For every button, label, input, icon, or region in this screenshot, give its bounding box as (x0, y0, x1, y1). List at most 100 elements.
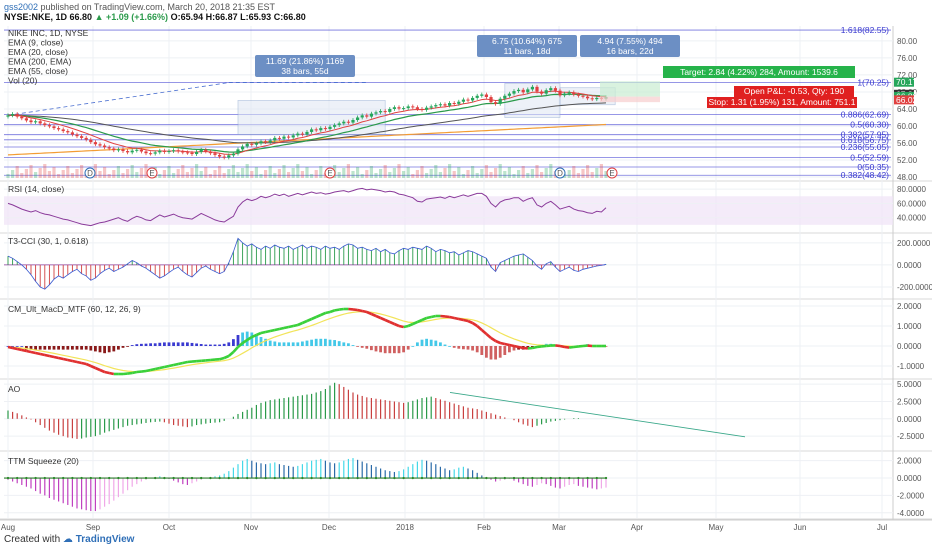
ttm-squeeze-dot (568, 476, 571, 480)
macd-line-segment (398, 324, 404, 329)
macd-line-segment (476, 325, 483, 331)
volume-bar (162, 170, 166, 178)
macd-histogram-bar (282, 342, 286, 346)
candle-body (29, 120, 33, 123)
candle-body (342, 121, 346, 124)
macd-line-segment (16, 347, 23, 352)
ttm-squeeze-dot (411, 476, 414, 480)
volume-bar (337, 172, 341, 178)
tradingview-brand[interactable]: TradingView (75, 534, 135, 545)
volume-bar (282, 165, 286, 178)
macd-line-segment (85, 362, 92, 368)
volume-bar (259, 174, 263, 178)
event-marker-label: E (149, 169, 154, 178)
volume-bar (126, 169, 130, 178)
macd-histogram-bar (448, 346, 451, 347)
candle-body (130, 150, 134, 153)
x-tick-label: May (708, 523, 723, 532)
candle-body (199, 149, 203, 152)
ttm-squeeze-dot (62, 476, 65, 480)
volume-bar (172, 173, 176, 178)
macd-histogram-bar (218, 344, 221, 346)
candle-body (379, 111, 383, 113)
volume-bar (75, 169, 79, 178)
volume-bar (176, 169, 180, 178)
candle-body (567, 92, 571, 94)
candle-body (11, 114, 15, 116)
macd-histogram-bar (434, 340, 438, 346)
tradingview-logo-icon[interactable]: ☁ (62, 534, 73, 545)
target-zone (600, 81, 660, 97)
ttm-squeeze-dot (25, 476, 28, 480)
volume-bar (586, 165, 590, 178)
ttm-squeeze-dot (328, 476, 332, 480)
candle-body (461, 99, 465, 102)
volume-bar (190, 168, 194, 178)
macd-histogram-bar (489, 346, 493, 360)
macd-histogram-bar (475, 346, 479, 353)
ttm-squeeze-dot (117, 476, 120, 480)
volume-bar (139, 168, 143, 178)
macd-line-segment (412, 320, 418, 326)
ttm-squeeze-dot (144, 476, 148, 480)
volume-bar (457, 167, 461, 178)
macd-line-segment (513, 344, 519, 349)
volume-bar (480, 169, 484, 178)
macd-histogram-bar (43, 346, 47, 350)
volume-bar (231, 165, 235, 178)
macd-line-segment (265, 329, 271, 334)
macd-line-segment (329, 309, 336, 314)
macd-histogram-bar (29, 346, 33, 350)
macd-histogram-bar (209, 344, 212, 346)
osc-axis-label: 0.0000 (897, 415, 922, 424)
high-value: H:66.87 (205, 12, 238, 22)
volume-bar (360, 174, 364, 178)
volume-bar (43, 164, 47, 178)
macd-histogram-bar (135, 344, 139, 346)
macd-histogram-bar (365, 346, 369, 349)
macd-pane-label: CM_Ult_MacD_MTF (60, 12, 26, 9) (8, 304, 141, 314)
price-legend-item: NIKE INC, 1D, NYSE (8, 28, 89, 38)
price-tag (894, 95, 914, 105)
ttm-squeeze-dot (181, 476, 184, 480)
macd-line-segment (536, 345, 542, 349)
candle-body (535, 86, 539, 92)
macd-line-segment (99, 368, 106, 374)
macd-histogram-bar (397, 346, 401, 354)
ema-200-line (7, 123, 607, 156)
volume-bar (517, 170, 521, 178)
volume-bar (604, 171, 608, 178)
candle-body (448, 103, 452, 106)
macd-histogram-bar (204, 344, 208, 346)
candle-body (52, 126, 56, 129)
macd-histogram-bar (163, 342, 166, 346)
volume-bar (521, 166, 525, 178)
macd-histogram-bar (66, 346, 70, 350)
volume-bar (507, 167, 511, 178)
macd-histogram-bar (255, 335, 258, 346)
macd-line-segment (288, 324, 294, 329)
candle-body (586, 96, 590, 99)
volume-bar (402, 171, 406, 178)
candle-body (287, 136, 291, 138)
osc-axis-label: 60.0000 (897, 199, 926, 208)
ttm-squeeze-dot (236, 476, 240, 480)
macd-histogram-bar (452, 346, 456, 348)
candle-body (167, 151, 171, 153)
ttm-squeeze-dot (190, 476, 194, 480)
candle-body (277, 137, 281, 139)
candle-body (411, 106, 415, 108)
volume-bar (47, 171, 51, 178)
author-link[interactable]: gss2002 (4, 2, 39, 12)
volume-bar (158, 174, 162, 178)
candle-body (43, 123, 47, 126)
volume-bar (70, 173, 74, 178)
volume-bar (512, 174, 516, 178)
fib-level-label: 0(50.35) (857, 162, 889, 172)
volume-bar (498, 164, 502, 178)
event-marker (324, 167, 336, 179)
candle-body (572, 92, 576, 95)
macd-histogram-bar (383, 346, 387, 354)
ttm-squeeze-dot (485, 476, 488, 480)
